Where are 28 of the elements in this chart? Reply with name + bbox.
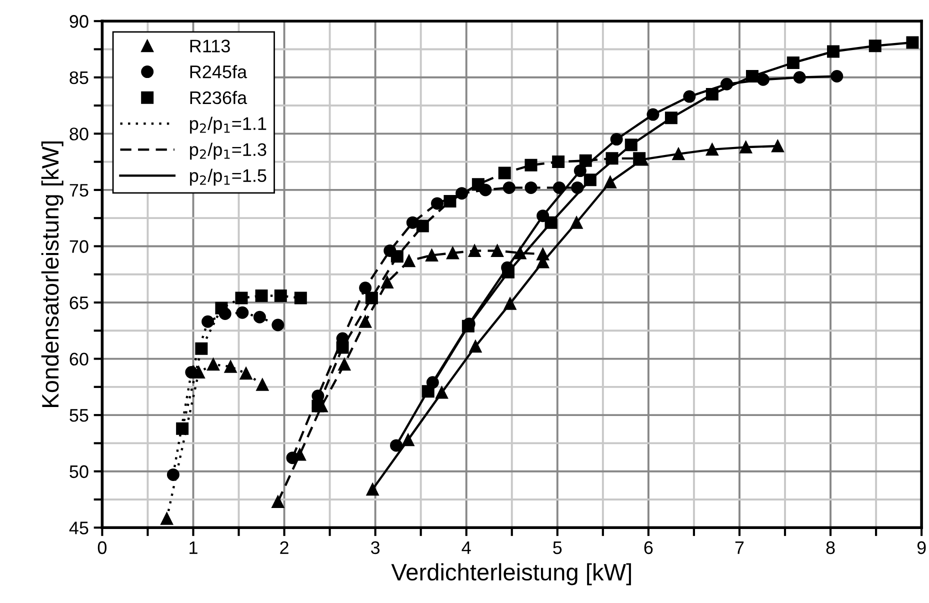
y-tick-label: 75: [70, 184, 88, 197]
y-tick-label: 85: [70, 71, 88, 84]
x-tick-label: 1: [190, 541, 198, 554]
x-tick-label: 5: [553, 541, 562, 554]
legend-label: p$_{2}$/p$_{1}$=1.1: [190, 116, 266, 134]
legend-label: R245fa: [190, 65, 248, 78]
y-axis-title: Kondensatorleistung [kW]: [41, 142, 64, 407]
x-tick-label: 3: [370, 541, 380, 554]
y-tick-label: 65: [70, 296, 88, 310]
x-tick-label: 2: [280, 541, 288, 554]
y-tick-label: 90: [70, 15, 88, 28]
legend-label: p$_{2}$/p$_{1}$=1.3: [190, 142, 266, 160]
x-tick-label: 4: [462, 541, 471, 554]
legend-label: p$_{2}$/p$_{1}$=1.5: [190, 168, 266, 186]
y-tick-label: 55: [70, 409, 88, 422]
y-tick-label: 80: [70, 128, 88, 140]
y-tick-label: 45: [69, 522, 88, 534]
y-tick-label: 60: [70, 352, 88, 366]
y-tick-label: 70: [70, 240, 88, 253]
legend-label: R113: [190, 40, 230, 52]
x-tick-label: 8: [826, 541, 835, 554]
x-axis-title: Verdichterleistung [kW]: [391, 563, 631, 586]
y-tick-label: 50: [70, 465, 88, 478]
x-tick-label: 6: [644, 541, 653, 554]
x-tick-label: 9: [917, 541, 926, 554]
legend-label: R236fa: [190, 90, 248, 104]
x-tick-label: 7: [735, 541, 744, 554]
x-tick-label: 0: [98, 541, 107, 554]
